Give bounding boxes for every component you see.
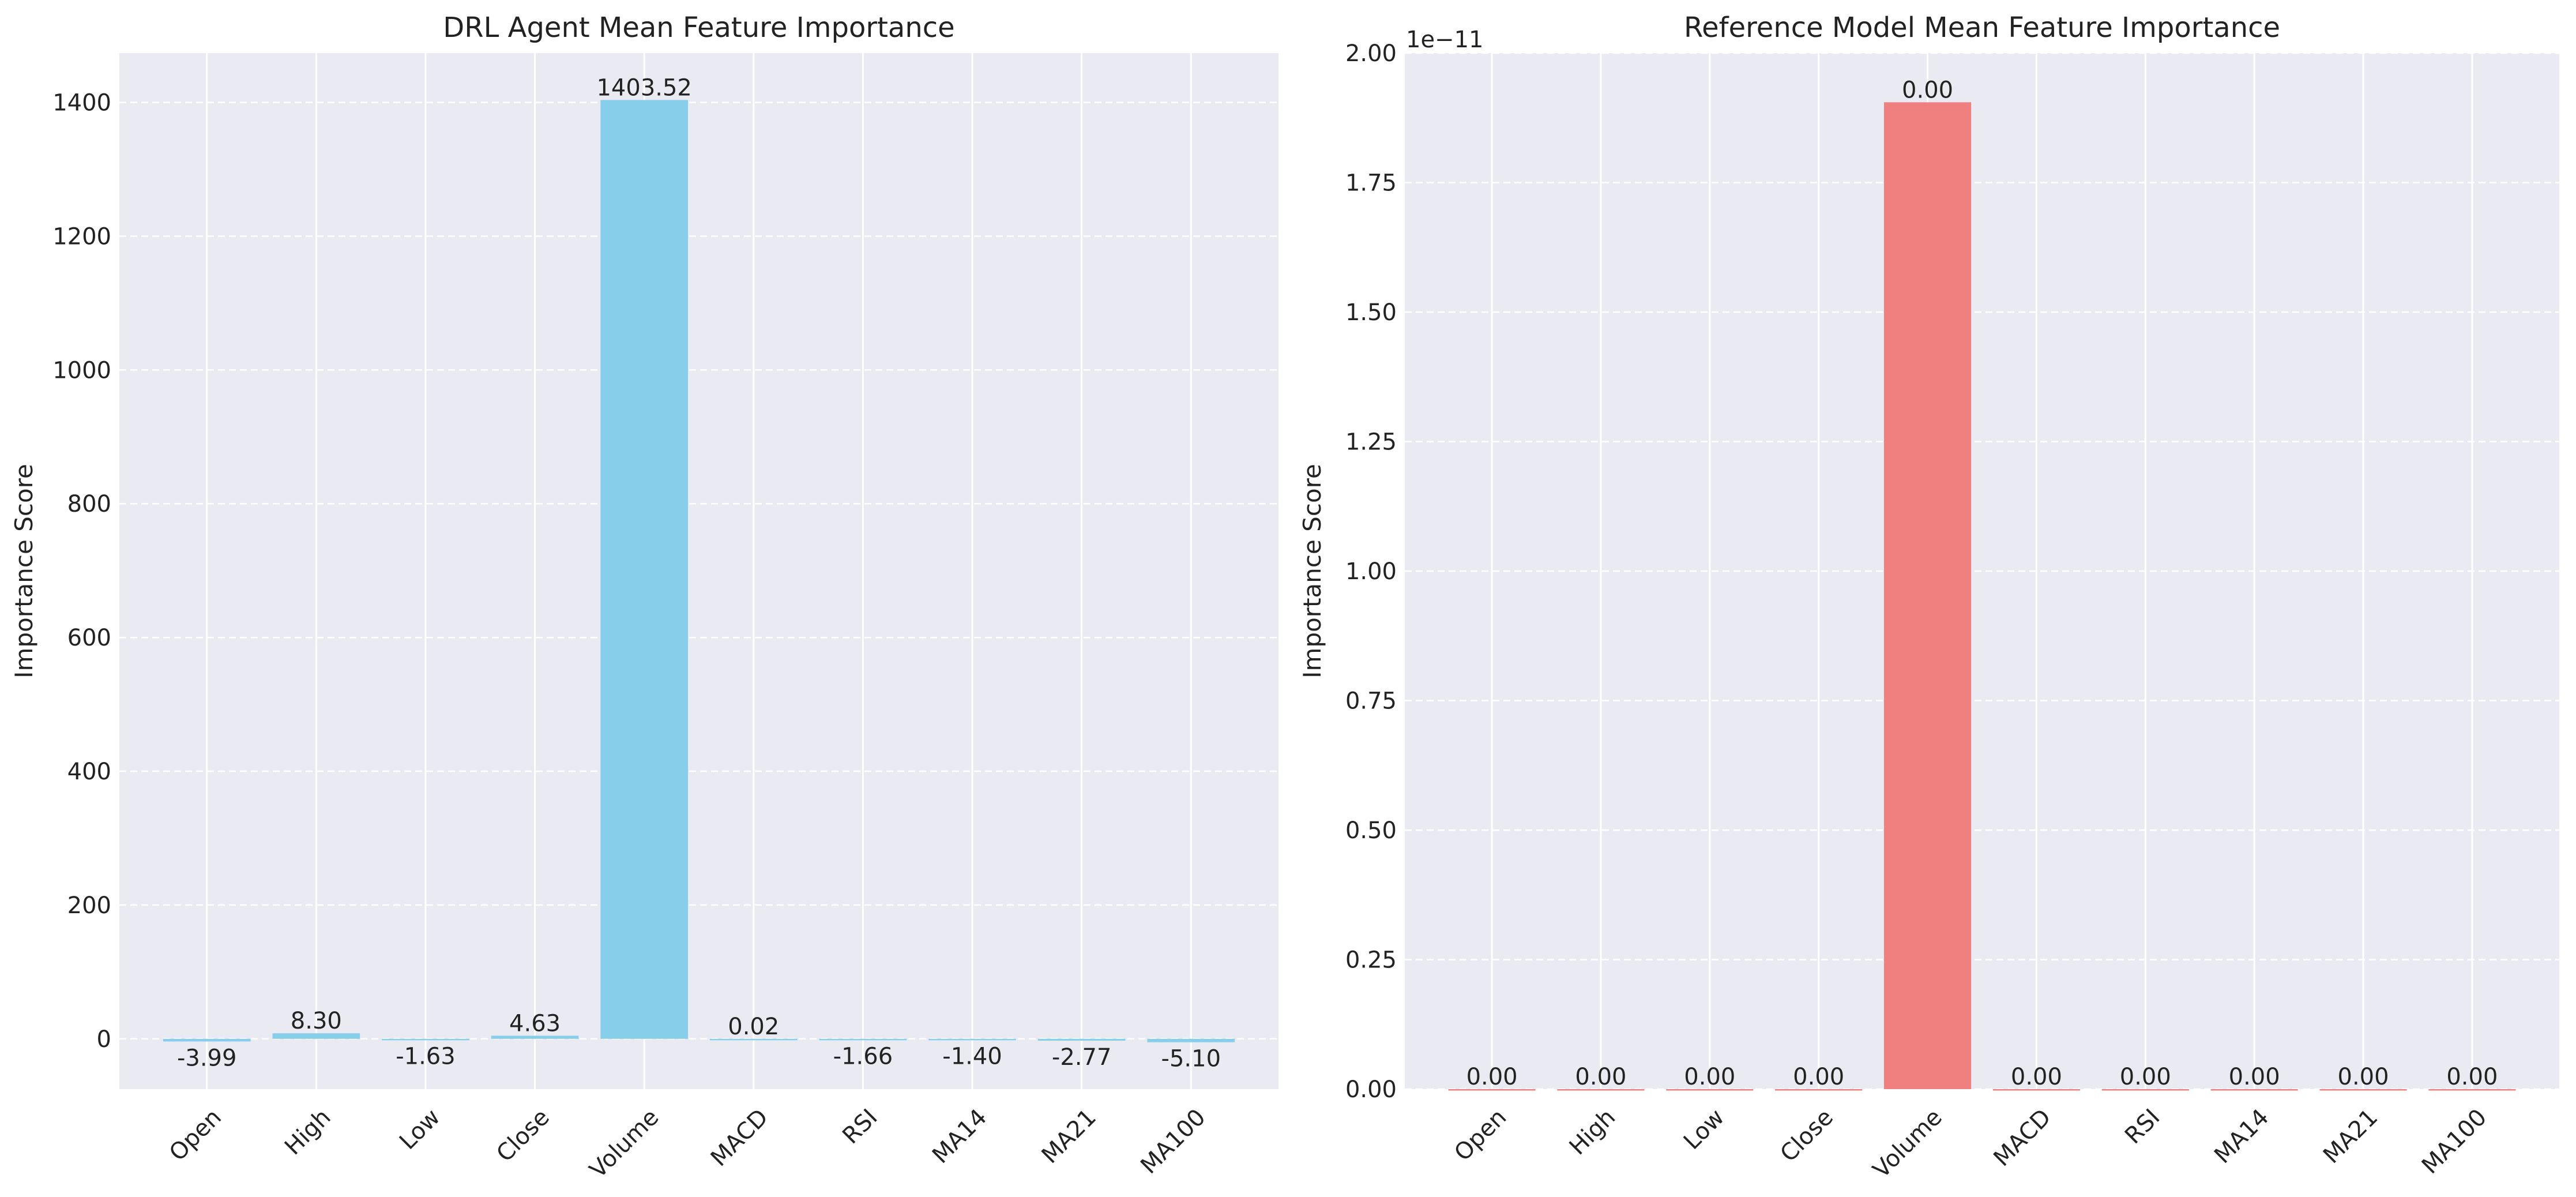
- x-tick-label: MA21: [1037, 1104, 1101, 1169]
- chart-title: DRL Agent Mean Feature Importance: [443, 12, 954, 44]
- data-label: 1403.52: [596, 74, 691, 101]
- y-tick-label: 0: [97, 1026, 111, 1053]
- y-tick-label: 200: [67, 892, 111, 919]
- y-tick-label: 1000: [52, 357, 111, 384]
- bar: [1992, 1089, 2080, 1091]
- y-tick-label: 800: [67, 491, 111, 517]
- y-tick-label: 600: [67, 625, 111, 651]
- bar: [272, 1033, 360, 1039]
- bar: [1884, 102, 1972, 1089]
- data-label: -2.77: [1052, 1044, 1112, 1071]
- data-label: -1.40: [942, 1043, 1002, 1070]
- data-label: 0.00: [1684, 1064, 1735, 1090]
- x-tick-label: Open: [1449, 1104, 1511, 1166]
- y-tick-label: 400: [67, 759, 111, 785]
- data-label: 0.00: [2446, 1064, 2498, 1090]
- bar: [2101, 1089, 2189, 1091]
- y-tick-label: 2.00: [1345, 40, 1397, 67]
- y-tick-label: 1200: [52, 223, 111, 250]
- bar: [491, 1035, 579, 1039]
- y-tick-label: 1.50: [1345, 299, 1397, 326]
- x-tick-label: MA100: [1135, 1104, 1210, 1179]
- bar: [819, 1038, 907, 1041]
- bar: [1448, 1089, 1536, 1091]
- y-tick-label: 1.75: [1345, 170, 1397, 197]
- x-tick-label: High: [280, 1104, 336, 1161]
- x-tick-label: MA14: [2209, 1104, 2274, 1169]
- data-label: -1.66: [833, 1044, 893, 1070]
- x-tick-label: Low: [394, 1104, 445, 1155]
- data-label: 4.63: [509, 1010, 561, 1037]
- axis-offset-label: 1e−11: [1406, 27, 1483, 53]
- bar: [1666, 1089, 1754, 1091]
- data-label: 0.00: [1575, 1064, 1626, 1090]
- data-label: 0.00: [2120, 1064, 2171, 1090]
- y-axis-label: Importance Score: [1298, 464, 1326, 678]
- x-tick-label: Close: [491, 1104, 555, 1168]
- plot-background: [119, 53, 1278, 1089]
- bar: [928, 1038, 1016, 1041]
- data-label: 0.00: [2229, 1064, 2280, 1090]
- data-label: -3.99: [177, 1045, 237, 1071]
- x-tick-label: Close: [1775, 1104, 1838, 1168]
- y-tick-label: 0.25: [1345, 947, 1397, 974]
- y-tick-label: 1.25: [1345, 429, 1397, 456]
- data-label: 0.00: [2338, 1064, 2389, 1090]
- x-tick-label: MA14: [927, 1104, 992, 1169]
- bar: [709, 1038, 798, 1041]
- bar: [1557, 1089, 1645, 1091]
- x-tick-label: High: [1565, 1104, 1621, 1161]
- bar: [1147, 1038, 1235, 1042]
- x-tick-label: MACD: [706, 1104, 773, 1172]
- x-tick-label: Volume: [1868, 1104, 1947, 1184]
- x-tick-label: Volume: [585, 1104, 664, 1184]
- y-tick-label: 1.00: [1345, 558, 1397, 585]
- data-label: 0.00: [1902, 77, 1953, 103]
- chart-panel-2: 0.00 0.25 0.50 0.75 1.00 1.25 1.50 1.75 2.00 0.00…: [1298, 12, 2559, 1183]
- x-tick-label: MA100: [2417, 1104, 2492, 1179]
- y-axis-label: Importance Score: [10, 464, 38, 678]
- data-label: -5.10: [1161, 1046, 1221, 1072]
- x-tick-label: RSI: [2120, 1104, 2165, 1149]
- y-tick-label: 0.50: [1345, 817, 1397, 844]
- x-tick-label: RSI: [837, 1104, 882, 1149]
- bar: [163, 1038, 251, 1042]
- chart-panel-1: 0 200 400 600 800 1000 1200 1400 -3.99 8.30 -1.63 4…: [10, 12, 1278, 1183]
- x-tick-label: MA21: [2318, 1104, 2383, 1169]
- data-label: 0.00: [1793, 1064, 1844, 1090]
- bar: [1037, 1038, 1126, 1041]
- bar: [2319, 1089, 2407, 1091]
- y-tick-label: 0.75: [1345, 688, 1397, 715]
- data-label: 0.02: [728, 1014, 779, 1040]
- data-label: 0.00: [2011, 1064, 2062, 1090]
- chart-title: Reference Model Mean Feature Importance: [1684, 12, 2280, 44]
- bar: [2428, 1089, 2516, 1091]
- x-tick-label: Open: [164, 1104, 227, 1166]
- data-label: 8.30: [291, 1008, 342, 1034]
- bar: [600, 100, 689, 1039]
- bar: [382, 1038, 469, 1041]
- x-tick-label: MACD: [1988, 1104, 2056, 1172]
- x-tick-label: Low: [1679, 1104, 1729, 1155]
- data-label: 0.00: [1466, 1064, 1518, 1090]
- y-tick-label: 0.00: [1345, 1076, 1397, 1103]
- bar: [2210, 1089, 2298, 1091]
- data-label: -1.63: [396, 1044, 456, 1070]
- y-tick-label: 1400: [52, 89, 111, 116]
- bar: [1775, 1089, 1863, 1091]
